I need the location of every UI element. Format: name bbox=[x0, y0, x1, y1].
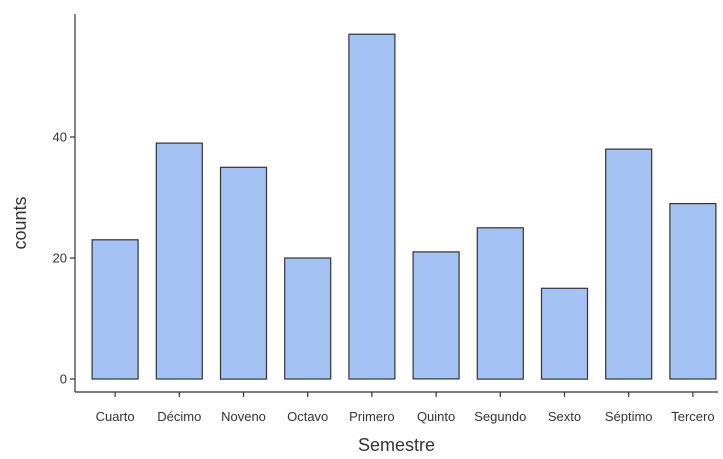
x-tick-label: Primero bbox=[349, 409, 395, 424]
bar-2 bbox=[219, 166, 268, 380]
bar-4 bbox=[348, 33, 396, 380]
y-tick-label: 0 bbox=[60, 372, 67, 387]
y-ticks-group: 0 20 40 bbox=[53, 130, 75, 387]
x-tick-label: Quinto bbox=[417, 409, 455, 424]
x-tick-label: Décimo bbox=[157, 409, 201, 424]
y-tick-label: 40 bbox=[53, 130, 67, 145]
bars-group bbox=[91, 33, 717, 380]
bar-7 bbox=[540, 287, 589, 380]
x-tick-label: Séptimo bbox=[605, 409, 653, 424]
x-tick-label: Octavo bbox=[287, 409, 328, 424]
x-tick-label: Segundo bbox=[474, 409, 526, 424]
y-axis-title: counts bbox=[10, 196, 30, 249]
bar-5 bbox=[412, 251, 460, 380]
x-tick-label: Cuarto bbox=[96, 409, 135, 424]
bar-0 bbox=[91, 239, 139, 380]
y-tick-label: 20 bbox=[53, 251, 67, 266]
x-axis-title: Semestre bbox=[358, 435, 435, 455]
bar-3 bbox=[284, 257, 332, 380]
bar-9 bbox=[669, 203, 717, 380]
x-tick-label: Sexto bbox=[548, 409, 581, 424]
bar-6 bbox=[476, 227, 524, 380]
x-tick-label: Tercero bbox=[671, 409, 714, 424]
bar-8 bbox=[605, 148, 653, 380]
bar-1 bbox=[155, 142, 203, 380]
x-ticks-group: Cuarto Décimo Noveno Octavo Primero Quinto Seg… bbox=[96, 392, 715, 424]
x-tick-label: Noveno bbox=[221, 409, 266, 424]
